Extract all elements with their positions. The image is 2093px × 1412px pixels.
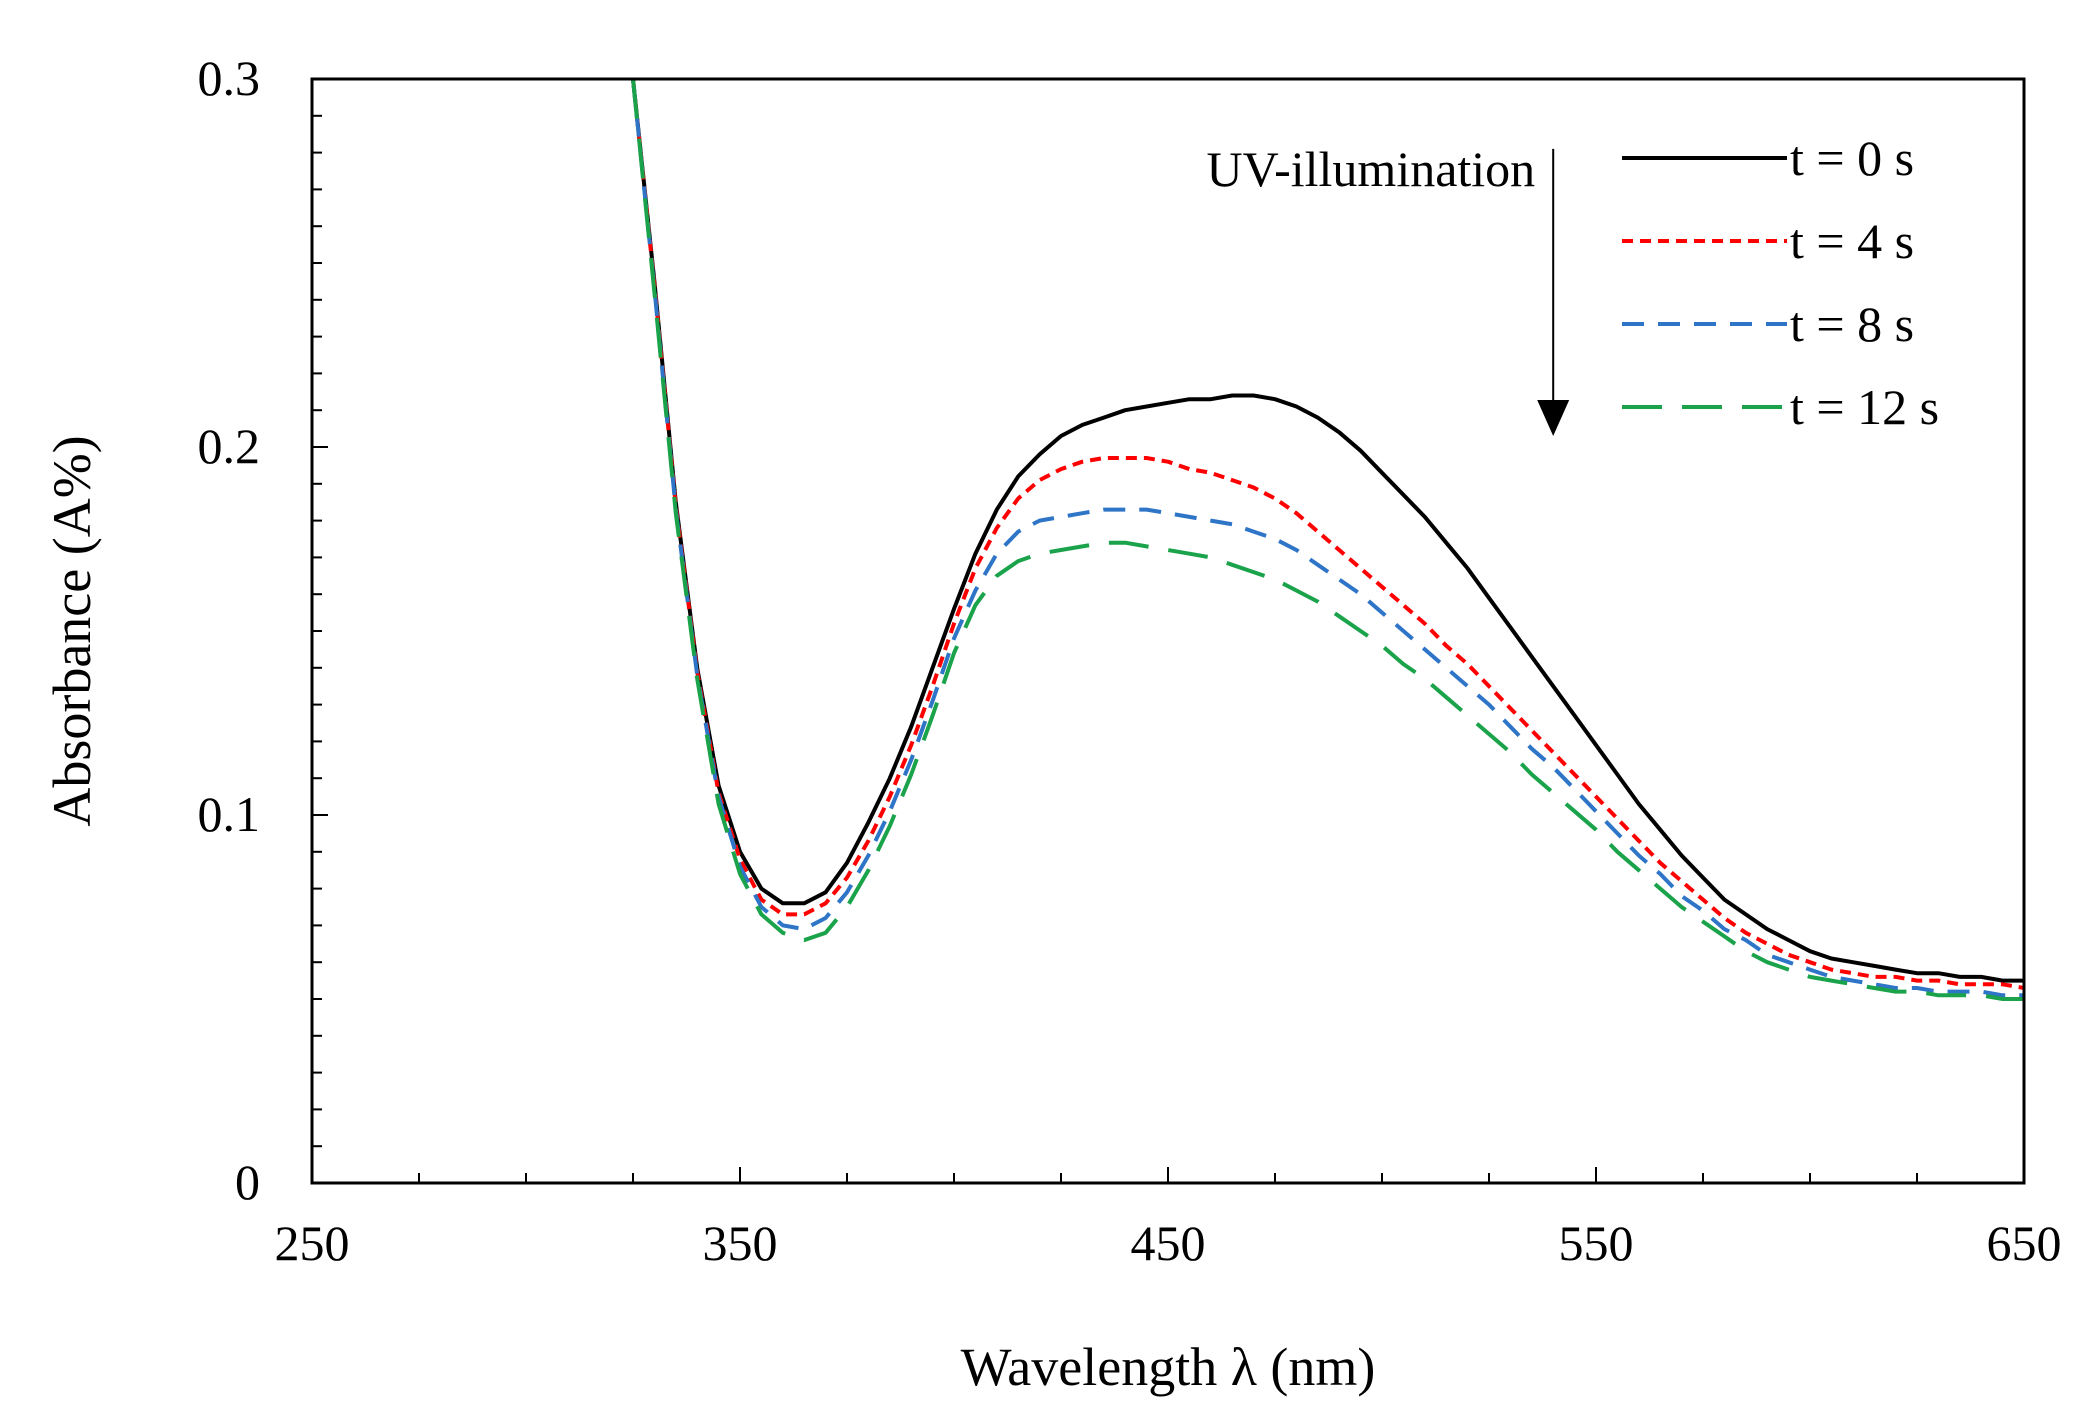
series-line-1 (631, 78, 2025, 990)
x-tick-label: 250 (275, 1215, 350, 1271)
series-line-3 (631, 78, 2024, 1001)
x-tick-label: 350 (703, 1215, 778, 1271)
legend: t = 0 s t = 4 s t = 8 s t = 12 s (1622, 130, 1939, 435)
series-line-0 (631, 78, 2024, 983)
x-tick-label: 650 (1987, 1215, 2062, 1271)
axis-layer: 0 0.1 0.2 0.3 250 350 450 550 650 (198, 50, 2062, 1271)
legend-label-2: t = 8 s (1790, 296, 1914, 352)
series-layer (631, 78, 2025, 1001)
down-arrow-icon (1537, 399, 1570, 436)
x-axis-title: Wavelength λ (nm) (961, 1337, 1376, 1397)
series-line-2 (631, 78, 2024, 998)
y-tick-label: 0.1 (198, 786, 261, 842)
legend-label-3: t = 12 s (1790, 379, 1939, 435)
x-tick-label: 450 (1131, 1215, 1206, 1271)
uv-illumination-annotation: UV-illumination (1206, 141, 1535, 197)
annotation-layer: UV-illumination (1206, 141, 1570, 436)
y-tick-label: 0 (235, 1154, 260, 1210)
y-tick-label: 0.3 (198, 50, 261, 106)
y-axis-title: Absorbance (A%) (42, 435, 102, 826)
x-tick-label: 550 (1559, 1215, 1634, 1271)
y-tick-label: 0.2 (198, 418, 261, 474)
legend-label-1: t = 4 s (1790, 213, 1914, 269)
legend-label-0: t = 0 s (1790, 130, 1914, 186)
